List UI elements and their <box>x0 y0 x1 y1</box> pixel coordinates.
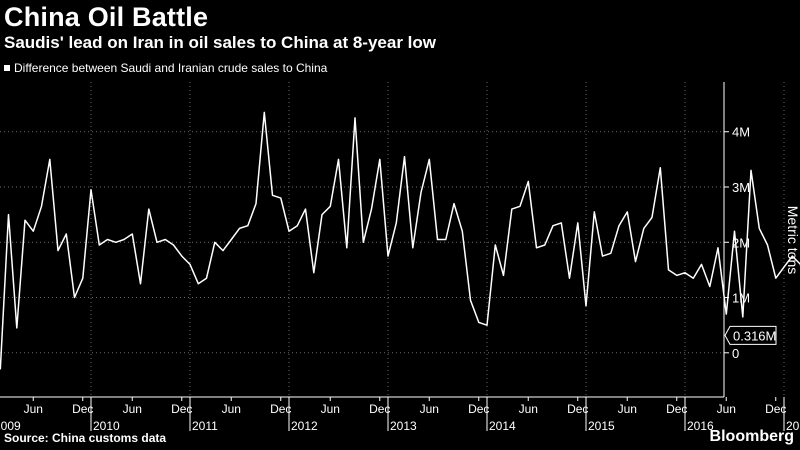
brand-logo: Bloomberg <box>709 428 794 445</box>
y-tick-label: 3M <box>732 180 750 195</box>
x-tick-label: Dec <box>171 402 192 416</box>
x-tick-label: Dec <box>369 402 390 416</box>
y-tick-label: 2M <box>732 235 750 250</box>
chart-subtitle: Saudis' lead on Iran in oil sales to Chi… <box>4 33 436 52</box>
x-tick-label: Dec <box>567 402 588 416</box>
x-tick-label: Jun <box>717 402 736 416</box>
x-tick-label: Jun <box>222 402 241 416</box>
x-year-label: 2016 <box>687 419 714 433</box>
x-tick-label: Jun <box>24 402 43 416</box>
x-year-label: 2010 <box>93 419 120 433</box>
x-year-label: 2017 <box>786 419 800 433</box>
x-tick-label: Dec <box>270 402 291 416</box>
series-line <box>0 111 800 370</box>
tick-labels: 0 1M 2M 3M 4M Metric tons Jun Dec Jun Dec Jun Dec Ju… <box>0 125 800 433</box>
y-tick-label: 1M <box>732 291 750 306</box>
legend-label: Difference between Saudi and Iranian cru… <box>14 61 328 75</box>
x-tick-label: Jun <box>618 402 637 416</box>
x-tick-label: Dec <box>765 402 786 416</box>
x-year-label: 2014 <box>489 419 516 433</box>
grid-lines <box>0 82 785 397</box>
x-tick-label: Jun <box>321 402 340 416</box>
x-year-label: 2011 <box>192 419 218 433</box>
x-tick-label: Dec <box>468 402 489 416</box>
x-tick-label: Dec <box>666 402 687 416</box>
chart-title: China Oil Battle <box>4 2 209 32</box>
x-tick-label: Jun <box>123 402 142 416</box>
axes <box>0 82 785 431</box>
last-value-callout: 0.316M <box>724 325 777 345</box>
source-note: Source: China customs data <box>4 431 167 445</box>
x-year-label: 2009 <box>0 419 21 433</box>
x-tick-label: Dec <box>72 402 93 416</box>
last-value-label: 0.316M <box>733 328 776 343</box>
y-axis-title: Metric tons <box>785 206 800 274</box>
x-tick-label: Jun <box>420 402 439 416</box>
x-tick-label: Jun <box>519 402 538 416</box>
x-year-label: 2012 <box>291 419 318 433</box>
y-tick-label: 0 <box>732 346 739 361</box>
series-layer <box>0 111 800 370</box>
y-tick-label: 4M <box>732 125 750 140</box>
callout-box <box>724 325 777 345</box>
legend-swatch <box>4 65 10 71</box>
x-year-label: 2015 <box>588 419 615 433</box>
chart-legend: Difference between Saudi and Iranian cru… <box>4 61 327 75</box>
x-year-label: 2013 <box>390 419 417 433</box>
